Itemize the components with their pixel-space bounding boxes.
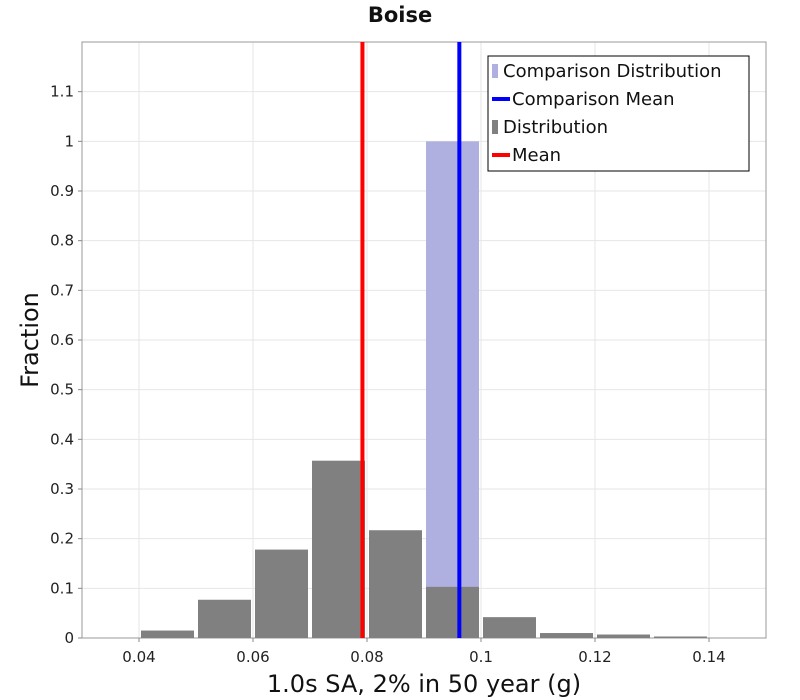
bar [483,617,536,638]
chart-title: Boise [368,3,432,27]
y-tick-label: 0 [64,629,74,647]
legend-label: Comparison Mean [512,89,675,110]
x-tick-label: 0.12 [578,648,611,666]
bar [597,634,650,638]
legend-swatch [492,120,498,134]
bar [255,549,308,638]
bar [198,599,251,638]
bar [654,636,707,638]
bar [426,141,479,639]
bar [369,530,422,638]
x-tick-label: 0.04 [122,648,155,666]
bar [426,586,479,638]
y-axis-title: Fraction [16,292,44,388]
y-tick-label: 0.6 [50,331,74,349]
y-tick-label: 1 [64,132,74,150]
y-axis-ticks: 0 0.1 0.2 0.3 0.4 0.5 0.6 0.7 0.8 0.9 1 1.1 [50,83,82,647]
y-tick-label: 0.4 [50,430,74,448]
bars [141,141,707,639]
y-tick-label: 0.1 [50,579,74,597]
bar [540,633,593,638]
x-tick-label: 0.14 [692,648,725,666]
mean-lines [360,42,462,638]
bar [141,630,194,638]
legend-label: Comparison Distribution [503,61,722,82]
y-tick-label: 0.5 [50,381,74,399]
y-tick-label: 0.2 [50,530,74,548]
x-axis-title: 1.0s SA, 2% in 50 year (g) [267,670,581,698]
x-tick-label: 0.1 [469,648,493,666]
y-tick-label: 0.9 [50,182,74,200]
y-tick-label: 0.3 [50,480,74,498]
x-axis-ticks: 0.04 0.06 0.08 0.1 0.12 0.14 [122,638,726,666]
y-tick-label: 0.8 [50,232,74,250]
x-tick-label: 0.08 [350,648,383,666]
y-tick-label: 1.1 [50,83,74,101]
legend-box [487,55,750,172]
legend: Comparison Distribution Comparison Mean Di… [487,55,750,172]
y-tick-label: 0.7 [50,281,74,299]
legend-label: Distribution [503,117,608,138]
bar [312,460,365,638]
legend-label: Mean [512,145,561,166]
x-tick-label: 0.06 [236,648,269,666]
legend-swatch [492,64,498,78]
